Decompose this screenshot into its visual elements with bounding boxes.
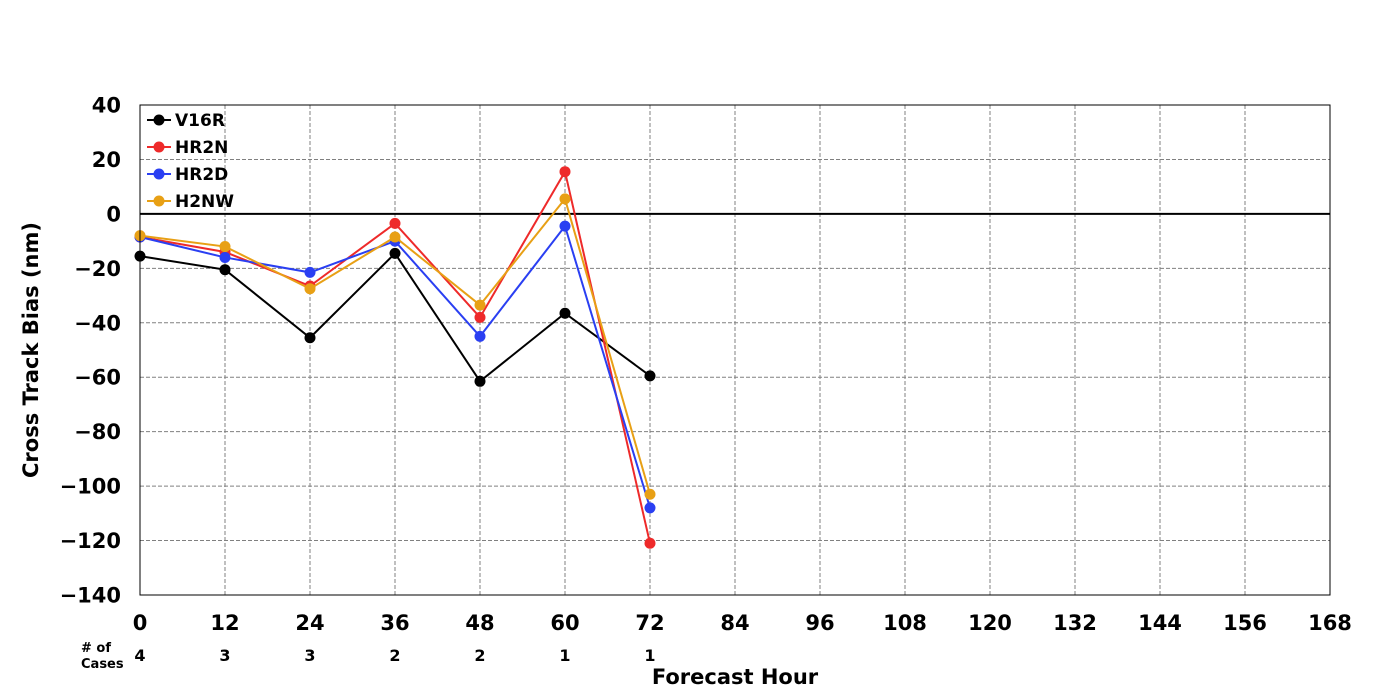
legend-marker bbox=[153, 168, 165, 180]
data-point bbox=[219, 241, 231, 253]
x-tick-label: 120 bbox=[968, 611, 1012, 635]
data-point bbox=[304, 332, 316, 344]
cases-count: 4 bbox=[134, 646, 145, 665]
legend-label: V16R bbox=[175, 111, 225, 131]
data-point bbox=[304, 266, 316, 278]
data-point bbox=[644, 488, 656, 500]
series-v16r bbox=[134, 247, 656, 387]
data-point bbox=[474, 311, 486, 323]
legend: V16R HR2N HR2D H2NW bbox=[147, 111, 234, 212]
y-tick-label: 40 bbox=[92, 94, 121, 118]
x-tick-label: 132 bbox=[1053, 611, 1097, 635]
x-tick-label: 48 bbox=[465, 611, 494, 635]
series-h2nw bbox=[134, 193, 656, 500]
x-tick-label: 0 bbox=[133, 611, 148, 635]
cases-header-line1: # of bbox=[81, 641, 111, 656]
x-axis-title: Forecast Hour bbox=[652, 665, 819, 689]
x-tick-label: 72 bbox=[635, 611, 664, 635]
x-tick-label: 12 bbox=[210, 611, 239, 635]
x-tick-label: 84 bbox=[720, 611, 749, 635]
legend-entry: HR2N bbox=[147, 138, 228, 158]
y-tick-label: −140 bbox=[60, 584, 121, 608]
cases-count: 1 bbox=[644, 646, 655, 665]
grid bbox=[140, 105, 1330, 595]
data-point bbox=[559, 193, 571, 205]
data-point bbox=[474, 299, 486, 311]
data-point bbox=[559, 220, 571, 232]
y-tick-label: −80 bbox=[74, 420, 121, 444]
data-point bbox=[219, 251, 231, 263]
x-tick-label: 156 bbox=[1223, 611, 1267, 635]
cases-count: 2 bbox=[474, 646, 485, 665]
data-point bbox=[389, 217, 401, 229]
y-tick-label: −20 bbox=[74, 257, 121, 281]
legend-label: HR2D bbox=[175, 165, 228, 185]
data-point bbox=[559, 166, 571, 178]
legend-marker bbox=[153, 141, 165, 153]
data-point bbox=[474, 375, 486, 387]
legend-marker bbox=[153, 114, 165, 126]
x-tick-label: 144 bbox=[1138, 611, 1182, 635]
y-tick-label: −120 bbox=[60, 529, 121, 553]
y-tick-label: −60 bbox=[74, 366, 121, 390]
y-tick-label: −40 bbox=[74, 311, 121, 335]
data-point bbox=[219, 264, 231, 276]
x-tick-label: 96 bbox=[805, 611, 834, 635]
data-point bbox=[304, 283, 316, 295]
x-axis-ticks: 0 12 24 36 48 60 72 84 96 108 120 132 144 156 168 bbox=[133, 611, 1352, 635]
cases-count: 2 bbox=[389, 646, 400, 665]
cases-count: 3 bbox=[304, 646, 315, 665]
x-tick-label: 168 bbox=[1308, 611, 1352, 635]
legend-label: HR2N bbox=[175, 138, 228, 158]
x-tick-label: 24 bbox=[295, 611, 324, 635]
data-point bbox=[474, 330, 486, 342]
series-group bbox=[134, 166, 656, 549]
x-tick-label: 60 bbox=[550, 611, 579, 635]
data-point bbox=[644, 370, 656, 382]
legend-entry: H2NW bbox=[147, 192, 234, 212]
legend-label: H2NW bbox=[175, 192, 234, 212]
y-axis-ticks: 40 20 0 −20 −40 −60 −80 −100 −120 −140 bbox=[60, 94, 121, 608]
data-point bbox=[389, 231, 401, 243]
data-point bbox=[559, 307, 571, 319]
data-point bbox=[644, 537, 656, 549]
plot-frame bbox=[139, 104, 1331, 596]
y-axis-title: Cross Track Bias (nm) bbox=[19, 222, 43, 478]
y-tick-label: −100 bbox=[60, 475, 121, 499]
cases-row: # of Cases 4 3 3 2 2 1 1 bbox=[81, 641, 656, 672]
data-point bbox=[644, 502, 656, 514]
legend-entry: V16R bbox=[147, 111, 225, 131]
x-tick-label: 36 bbox=[380, 611, 409, 635]
y-tick-label: 20 bbox=[92, 148, 121, 172]
data-point bbox=[389, 247, 401, 259]
cases-header-line2: Cases bbox=[81, 657, 124, 672]
y-tick-label: 0 bbox=[106, 202, 121, 226]
x-tick-label: 108 bbox=[883, 611, 927, 635]
legend-entry: HR2D bbox=[147, 165, 228, 185]
legend-marker bbox=[153, 195, 165, 207]
cases-count: 1 bbox=[559, 646, 570, 665]
cases-count: 3 bbox=[219, 646, 230, 665]
